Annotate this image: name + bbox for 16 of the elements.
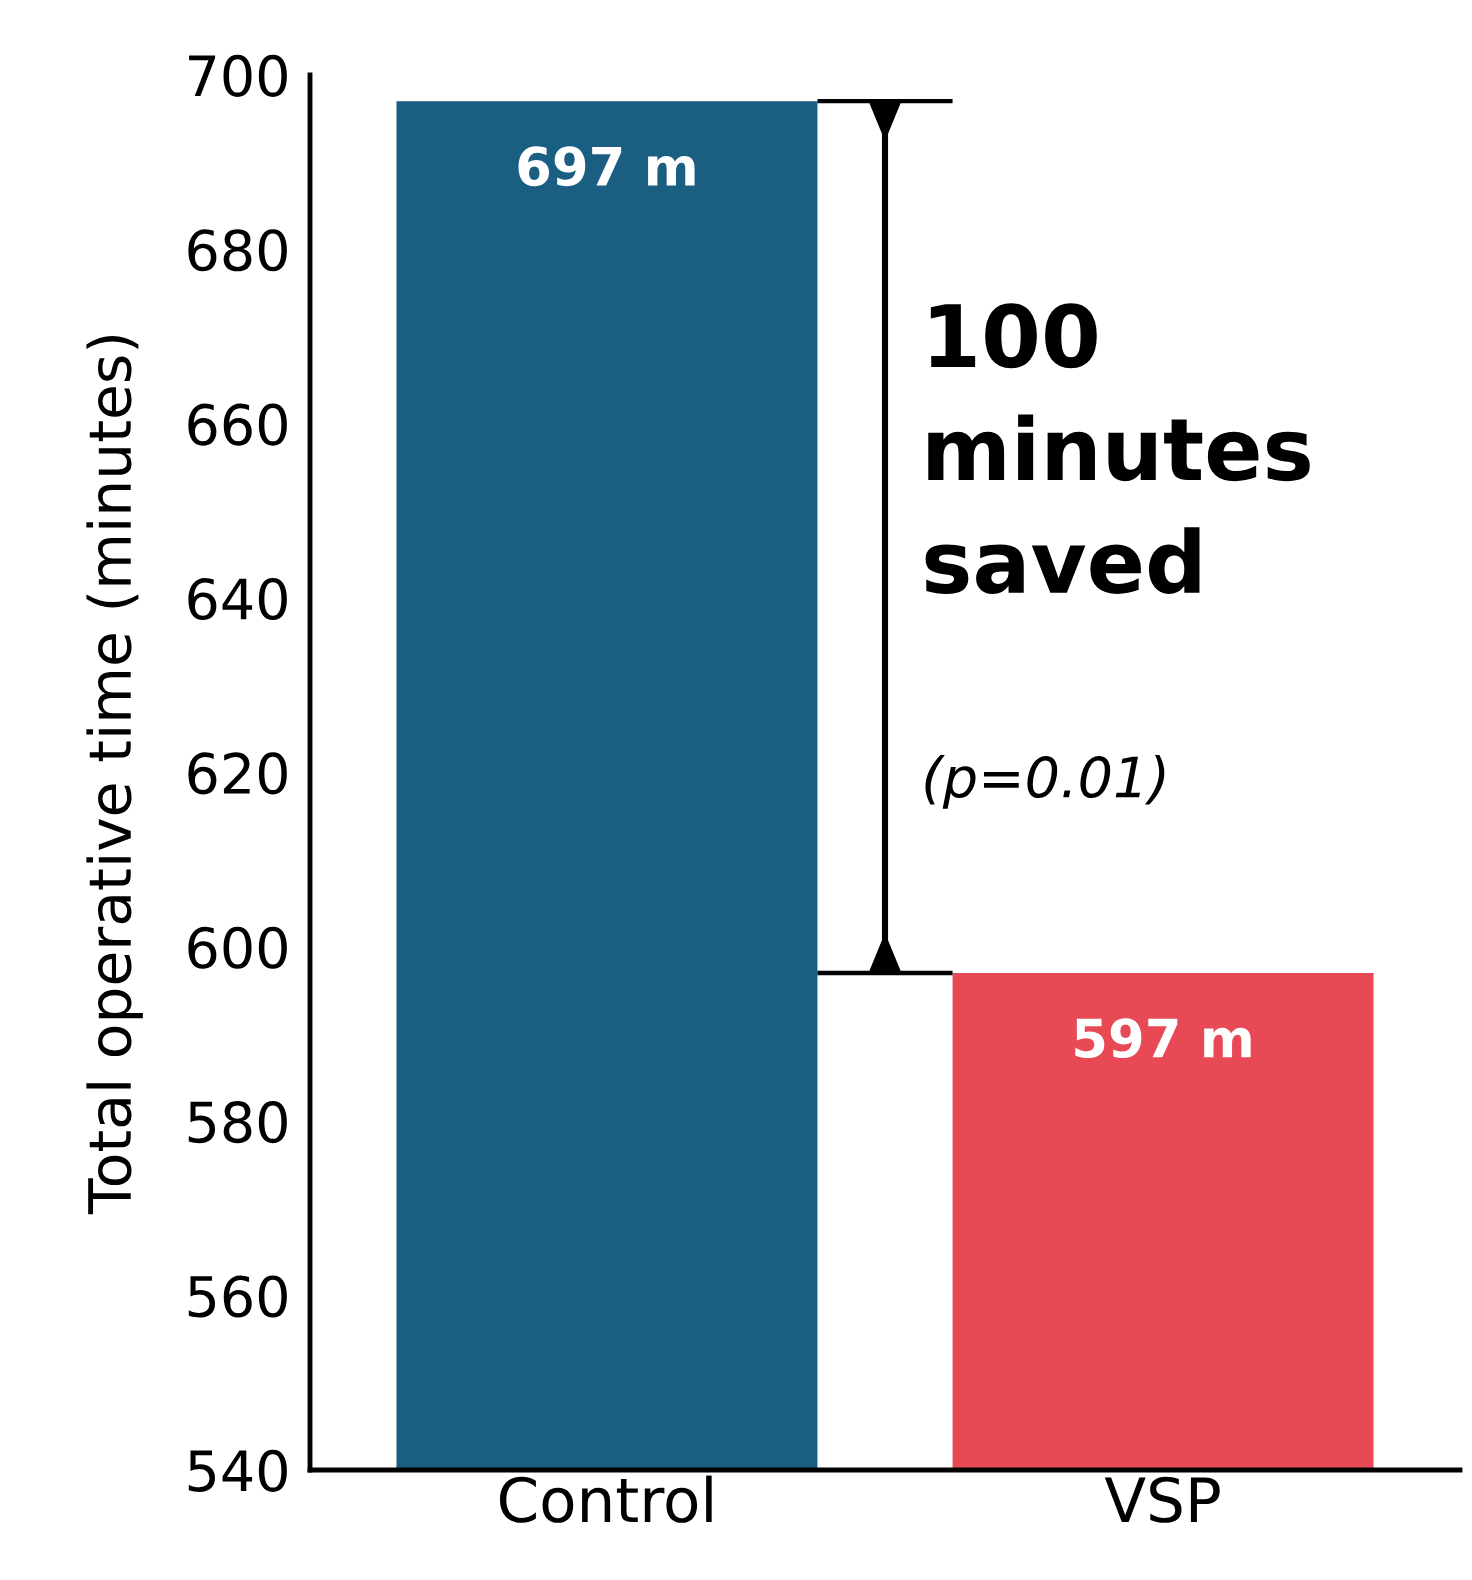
- x-tick-label: VSP: [1104, 1476, 1220, 1523]
- y-tick-label: 540: [188, 1449, 287, 1492]
- y-tick-label: 580: [188, 1101, 287, 1144]
- y-axis-title: Total operative time (minutes): [86, 335, 143, 1215]
- annotation: 100 minutes saved: [925, 303, 1310, 594]
- y-tick-label: 700: [189, 54, 287, 97]
- data-label: 597 m: [1075, 1018, 1251, 1059]
- y-tick-label: 660: [188, 403, 287, 446]
- x-tick-label: Control: [499, 1475, 712, 1523]
- y-tick-label: 620: [188, 752, 287, 795]
- y-tick-label: 600: [188, 926, 287, 969]
- y-tick-label: 560: [188, 1275, 287, 1318]
- data-label: 697 m: [518, 146, 695, 187]
- annotation: (p=0.01): [925, 755, 1165, 809]
- y-tick-label: 640: [188, 578, 287, 621]
- y-tick-label: 680: [188, 229, 287, 272]
